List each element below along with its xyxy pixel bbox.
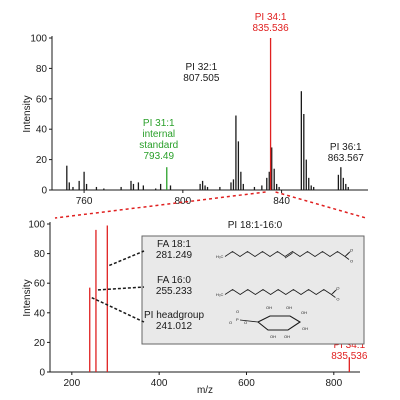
peak-annotation-line: PI 34:1 <box>255 12 287 23</box>
precursor-label-line: PI 34:1 <box>333 340 365 351</box>
chart-title: PI 18:1-16:0 <box>228 220 283 231</box>
y-tick-label: 100 <box>28 220 45 231</box>
full-scan-spectrum: 0 20 40 60 80 100 760 800 840 Intensity PI 34:1835… <box>22 12 368 207</box>
double-bond <box>284 252 293 259</box>
y-tick-label: 20 <box>36 155 48 166</box>
y-axis-title: Intensity <box>22 279 33 316</box>
peak-annotation-line: 835.536 <box>252 23 289 34</box>
atom-label: H₃C <box>216 292 224 297</box>
atom-o: O <box>336 297 339 302</box>
fa-18-1-structure: H₃C O O <box>216 248 353 264</box>
msms-spectrum: 0 20 40 60 80 100 200 400 600 800 Intensity m/z PI 1… <box>22 220 368 397</box>
y-tick-label: 80 <box>36 64 48 75</box>
x-tick-label: 200 <box>63 378 80 389</box>
fragment-name: FA 16:0 <box>157 275 191 286</box>
y-tick-label: 40 <box>34 308 46 319</box>
fragment-mz: 255.233 <box>156 286 193 297</box>
peak-annotation-line: 793.49 <box>143 151 174 162</box>
peak-annotation-line: PI 36:1 <box>330 142 362 153</box>
y-tick-label: 20 <box>34 338 46 349</box>
carbonyl-bond <box>332 289 337 294</box>
fragment-mz: 241.012 <box>156 321 193 332</box>
peak-annotation-line: PI 32:1 <box>186 62 218 73</box>
y-tick-label: 0 <box>41 186 47 197</box>
atom-oh: OH <box>302 326 308 331</box>
atom-o: O <box>229 320 232 325</box>
fragment-leader-line <box>97 286 145 291</box>
atom-o: O <box>350 259 353 264</box>
fa-16-0-structure: H₃C O O <box>216 286 340 302</box>
fragment-name: FA 18:1 <box>157 239 191 250</box>
zoom-connector <box>54 191 367 219</box>
y-tick-label: 60 <box>34 279 46 290</box>
zoom-line-left <box>54 191 266 219</box>
x-tick-label: 840 <box>273 196 290 207</box>
atom-oh: OH <box>301 310 307 315</box>
y-axis-title: Intensity <box>22 95 33 132</box>
atom-label: H₃C <box>216 254 224 259</box>
peak-annotation-line: 807.505 <box>183 73 220 84</box>
inositol-phosphate-structure: PO O O OH OH OH OH OH OH <box>229 305 308 339</box>
zoom-line-right <box>275 191 367 219</box>
peak-annotation-line: standard <box>139 140 178 151</box>
fragment-leader-line <box>109 250 145 267</box>
fragment-inset-box <box>141 235 365 345</box>
y-tick-label: 100 <box>30 34 47 45</box>
x-tick-label: 800 <box>175 196 192 207</box>
atom-o: O <box>236 309 239 314</box>
atom-p: P <box>236 317 239 322</box>
y-tick-label: 0 <box>39 368 45 379</box>
carbonyl-bond <box>346 251 351 256</box>
inositol-ring <box>256 315 302 331</box>
fragment-leader-line <box>91 296 145 323</box>
y-tick-label: 80 <box>34 249 46 260</box>
x-tick-label: 760 <box>76 196 93 207</box>
atom-oh: OH <box>266 305 272 310</box>
fragment-name: PI headgroup <box>144 310 204 321</box>
ester-bond <box>239 319 259 323</box>
x-tick-label: 800 <box>325 378 342 389</box>
y-tick-label: 60 <box>36 94 48 105</box>
fragment-mz: 281.249 <box>156 250 193 261</box>
x-axis-title: m/z <box>197 385 213 396</box>
atom-oh: OH <box>284 334 290 339</box>
hydroxyl-bond <box>331 294 336 298</box>
peak-annotation-line: internal <box>142 129 175 140</box>
peak-annotation-line: 863.567 <box>328 153 365 164</box>
y-tick-label: 40 <box>36 125 48 136</box>
atom-o: O <box>244 320 247 325</box>
atom-o: O <box>336 286 339 291</box>
x-tick-label: 600 <box>238 378 255 389</box>
atom-o: O <box>350 248 353 253</box>
chain-bonds <box>224 251 346 257</box>
hydroxyl-bond <box>344 256 350 260</box>
atom-oh: OH <box>270 334 276 339</box>
precursor-label-line: 835.536 <box>331 351 368 362</box>
x-tick-label: 400 <box>151 378 168 389</box>
chain-bonds <box>224 289 332 295</box>
atom-oh: OH <box>286 305 292 310</box>
peak-annotation-line: PI 31:1 <box>143 118 175 129</box>
